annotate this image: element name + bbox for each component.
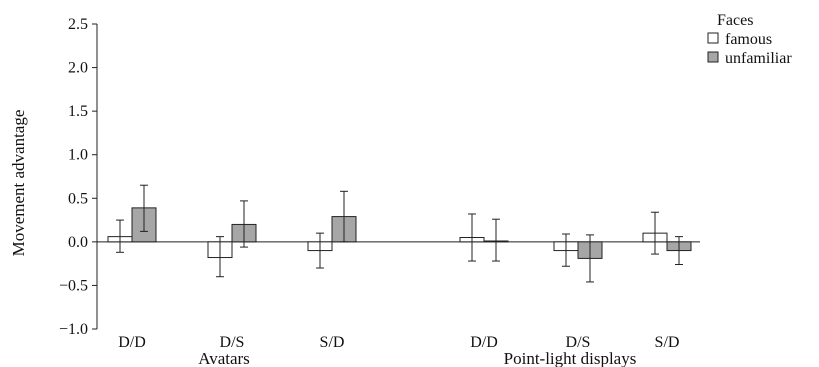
legend-swatch-famous bbox=[707, 32, 719, 44]
legend-label-unfamiliar: unfamiliar bbox=[725, 50, 792, 67]
x-tick-label: D/S bbox=[566, 334, 591, 351]
group-labels: Avatars Point-light displays bbox=[198, 349, 636, 367]
y-tick-label: −1.0 bbox=[59, 321, 88, 338]
y-axis: 2.5 2.0 1.5 1.0 0.5 0.0 −0.5 −1.0 bbox=[59, 16, 98, 338]
group-label: Point-light displays bbox=[504, 349, 637, 367]
x-tick-label: D/D bbox=[118, 334, 146, 351]
y-axis-title: Movement advantage bbox=[9, 110, 28, 257]
bars bbox=[107, 184, 692, 283]
category-labels: D/D D/S S/D D/D D/S S/D bbox=[118, 334, 679, 351]
y-tick-label: 2.5 bbox=[68, 16, 88, 33]
legend-label-famous: famous bbox=[725, 31, 772, 48]
x-tick-label: D/D bbox=[470, 334, 498, 351]
y-tick-label: 0.0 bbox=[68, 234, 88, 251]
y-tick-label: 1.0 bbox=[68, 147, 88, 164]
x-tick-label: S/D bbox=[320, 334, 345, 351]
y-tick-label: 2.0 bbox=[68, 60, 88, 77]
group-label: Avatars bbox=[198, 349, 250, 367]
x-tick-label: S/D bbox=[655, 334, 680, 351]
legend-title: Faces bbox=[717, 12, 753, 29]
y-tick-label: −0.5 bbox=[59, 277, 88, 294]
y-tick-label: 0.5 bbox=[68, 190, 88, 207]
x-tick-label: D/S bbox=[220, 334, 245, 351]
legend-swatch-unfamiliar bbox=[707, 51, 719, 63]
legend: Faces famous unfamiliar bbox=[707, 12, 792, 67]
y-tick-label: 1.5 bbox=[68, 103, 88, 120]
